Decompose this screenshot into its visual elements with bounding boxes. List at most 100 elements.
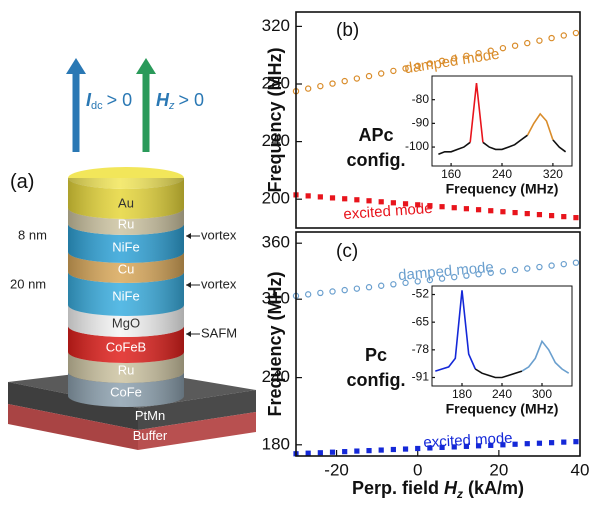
layer-label: Ru (118, 362, 135, 377)
data-point (464, 206, 469, 211)
x-tick-label: -20 (324, 460, 349, 479)
x-label-symbol: H (444, 478, 458, 498)
layer-note: SAFM (201, 325, 237, 340)
data-point (476, 207, 481, 212)
data-point (403, 446, 408, 451)
layer-label: NiFe (112, 239, 139, 254)
note-arrow-head (186, 233, 191, 239)
inset-x-label: Frequency (MHz) (446, 181, 559, 197)
data-point (488, 208, 493, 213)
y-tick-label: -90 (412, 116, 430, 130)
data-point (549, 213, 554, 218)
field-arrow-head (136, 58, 156, 74)
data-point (366, 198, 371, 203)
condition: > 0 (107, 90, 133, 110)
field-label: Hz > 0 (156, 90, 204, 112)
plot-area (432, 76, 572, 166)
data-point (391, 447, 396, 452)
data-point (573, 215, 578, 220)
config-label: config. (347, 370, 406, 390)
plot-area (432, 286, 572, 386)
config-label: Pc (365, 345, 387, 365)
thickness-label: 20 nm (10, 276, 46, 291)
y-tick-label: 320 (262, 16, 290, 35)
data-point (354, 197, 359, 202)
current-label: Idc> 0 (86, 90, 132, 112)
config-label: APc (358, 125, 393, 145)
y-axis-label: Frequency (MHz) (265, 271, 285, 416)
x-tick-label: 300 (532, 387, 552, 401)
layer-label: NiFe (112, 288, 139, 303)
y-tick-label: 360 (262, 233, 290, 252)
x-tick-label: 240 (492, 167, 512, 181)
current-arrow-head (66, 58, 86, 74)
y-tick-label: -100 (405, 139, 429, 153)
data-point (379, 447, 384, 452)
x-label-unit: (kA/m) (463, 478, 524, 498)
y-tick-label: 180 (262, 434, 290, 453)
x-tick-label: 20 (489, 460, 508, 479)
note-arrow-head (186, 331, 191, 337)
stack-diagram: (a) Idc> 0 Hz> 0 PtMn Buffer Au Ru NiFe … (8, 58, 256, 450)
layer-note: vortex (201, 227, 237, 242)
layer-label: Buffer (133, 428, 168, 443)
layer-label: CoFeB (106, 339, 146, 354)
data-point (573, 439, 578, 444)
y-tick-label: -80 (412, 92, 430, 106)
data-point (452, 205, 457, 210)
data-point (561, 214, 566, 219)
symbol: H (156, 90, 170, 110)
y-tick-label: -52 (412, 287, 430, 301)
thickness-label: 8 nm (18, 227, 47, 242)
panel-label: (c) (336, 241, 358, 262)
x-tick-label: 180 (452, 387, 472, 401)
data-point (366, 448, 371, 453)
data-point (439, 204, 444, 209)
note-arrow-head (186, 282, 191, 288)
layer-label: CoFe (110, 384, 142, 399)
x-tick-label: 40 (571, 460, 590, 479)
y-axis-label: Frequency (MHz) (265, 47, 285, 192)
inset: -52-65-78-91180240300 (412, 286, 572, 401)
data-point (512, 210, 517, 215)
data-point (512, 442, 517, 447)
config-label: config. (347, 150, 406, 170)
layer-label: MgO (112, 315, 140, 330)
x-label-text: Perp. field (352, 478, 444, 498)
x-tick-label: 320 (543, 167, 563, 181)
subscript: dc (91, 100, 103, 112)
panel-label: (b) (336, 20, 359, 41)
data-point (415, 446, 420, 451)
data-point (342, 449, 347, 454)
data-point (537, 212, 542, 217)
data-point (318, 450, 323, 455)
y-tick-label: -78 (412, 342, 430, 356)
data-point (318, 194, 323, 199)
data-point (306, 193, 311, 198)
figure: (a) Idc> 0 Hz> 0 PtMn Buffer Au Ru NiFe … (0, 0, 592, 506)
x-label-subscript: z (456, 487, 463, 501)
data-point (306, 451, 311, 456)
data-point (500, 209, 505, 214)
condition: > 0 (179, 90, 205, 110)
x-tick-label: 0 (413, 460, 422, 479)
data-point (561, 440, 566, 445)
y-tick-label: -65 (412, 314, 430, 328)
panel-label: (a) (10, 171, 34, 193)
x-axis-label: Perp. field Hz (kA/m) (352, 478, 524, 501)
layer-label: Au (118, 195, 134, 210)
data-point (330, 195, 335, 200)
data-point (342, 196, 347, 201)
data-point (525, 211, 530, 216)
data-point (330, 450, 335, 455)
layer-note: vortex (201, 276, 237, 291)
layer-label: PtMn (135, 408, 165, 423)
data-point (549, 440, 554, 445)
layer-label: Ru (118, 216, 135, 231)
data-point (525, 441, 530, 446)
x-tick-label: 240 (492, 387, 512, 401)
subscript: z (168, 100, 175, 112)
inset-x-label: Frequency (MHz) (446, 401, 559, 417)
x-tick-label: 160 (441, 167, 461, 181)
